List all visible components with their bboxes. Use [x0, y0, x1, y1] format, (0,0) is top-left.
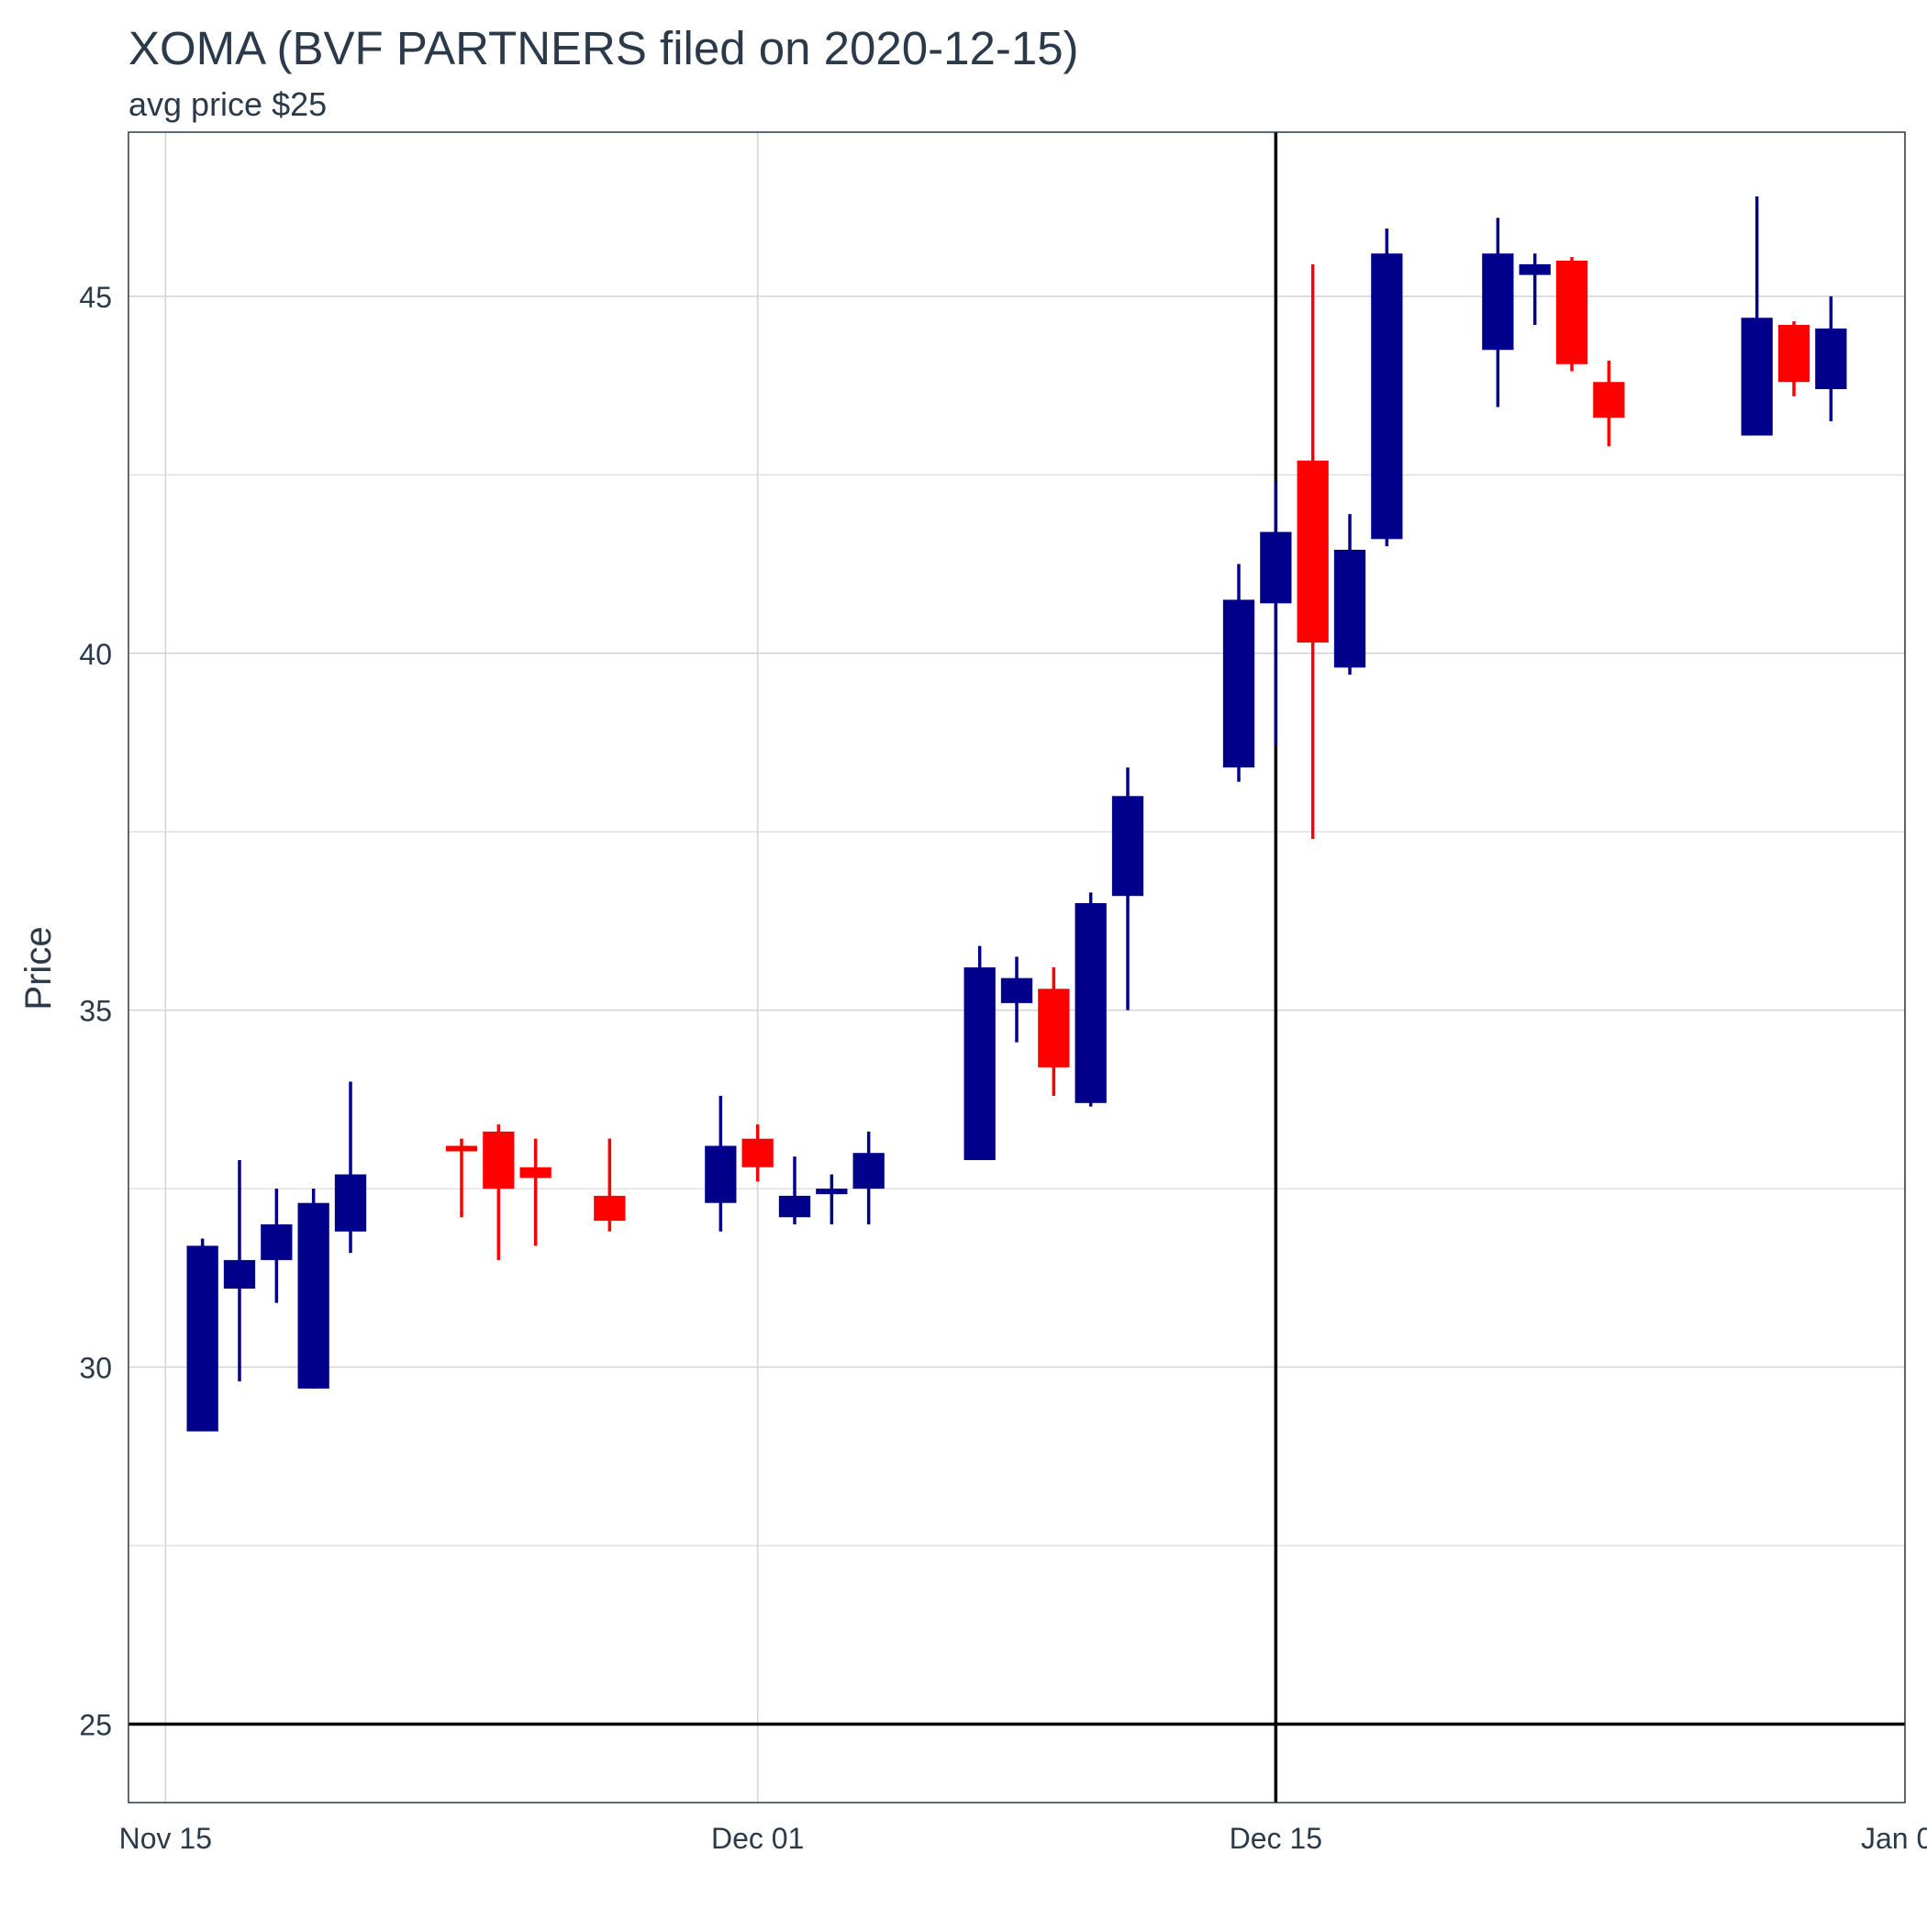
- x-tick-label: Nov 15: [119, 1822, 212, 1855]
- candle-2020-12-24: [1593, 360, 1625, 447]
- candle-2020-12-08: [1000, 956, 1033, 1043]
- candle-2020-12-09: [1038, 967, 1070, 1096]
- candle-2020-12-18: [1371, 229, 1403, 547]
- candle-2020-12-10: [1075, 892, 1107, 1107]
- candle-2020-12-03: [816, 1174, 848, 1224]
- candle-2020-12-04: [852, 1131, 885, 1224]
- y-tick-label: 35: [79, 995, 112, 1028]
- candlestick-series: [186, 196, 1847, 1432]
- candle-body: [1222, 599, 1255, 768]
- candle-body: [483, 1131, 515, 1189]
- candle-body: [778, 1195, 811, 1218]
- candle-body: [186, 1245, 218, 1432]
- candle-2020-11-23: [445, 1138, 478, 1218]
- candle-body: [1000, 977, 1033, 1003]
- candle-2020-12-02: [778, 1156, 811, 1224]
- candle-body: [1038, 988, 1070, 1067]
- x-tick-label: Dec 15: [1230, 1822, 1322, 1855]
- candle-2020-12-17: [1333, 514, 1366, 676]
- candle-body: [334, 1174, 367, 1232]
- candle-2020-11-24: [483, 1124, 515, 1260]
- candle-body: [1482, 253, 1514, 351]
- candle-body: [1741, 318, 1773, 436]
- plot-border: [128, 131, 1906, 1804]
- candle-body: [1111, 796, 1144, 897]
- candle-2020-11-18: [261, 1189, 293, 1303]
- candle-body: [1297, 460, 1329, 643]
- candle-body: [1777, 325, 1810, 383]
- candle-body: [223, 1259, 256, 1289]
- y-tick-label: 25: [79, 1708, 112, 1741]
- candle-2020-11-30: [705, 1096, 737, 1232]
- candle-body: [1519, 263, 1551, 275]
- candle-body: [261, 1224, 293, 1260]
- candle-body: [741, 1138, 774, 1167]
- y-axis-label: Price: [18, 926, 59, 1010]
- candle-2020-12-30: [1815, 296, 1847, 421]
- candle-body: [816, 1189, 848, 1195]
- chart-subtitle: avg price $25: [128, 85, 327, 123]
- candle-body: [1371, 253, 1403, 540]
- y-tick-label: 30: [79, 1352, 112, 1385]
- chart-title: XOMA (BVF PARTNERS filed on 2020-12-15): [128, 22, 1079, 74]
- candle-2020-12-28: [1741, 196, 1773, 436]
- candle-2020-11-19: [297, 1189, 329, 1389]
- candle-body: [964, 967, 996, 1160]
- candle-body: [852, 1153, 885, 1189]
- x-tick-labels: Nov 15 Dec 01 Dec 15 Jan 01: [119, 1822, 1927, 1855]
- reference-lines: [128, 132, 1905, 1803]
- candle-body: [594, 1195, 626, 1222]
- candle-body: [1555, 261, 1588, 364]
- candle-2020-12-22: [1519, 253, 1551, 325]
- candle-2020-11-16: [186, 1238, 218, 1432]
- candle-body: [1815, 328, 1847, 389]
- candle-2020-12-16: [1297, 263, 1329, 839]
- candle-body: [1333, 550, 1366, 668]
- candle-body: [445, 1145, 478, 1152]
- candle-2020-12-23: [1555, 257, 1588, 372]
- candle-2020-11-27: [594, 1138, 626, 1232]
- candle-body: [297, 1202, 329, 1389]
- candle-2020-12-29: [1777, 321, 1810, 396]
- candle-2020-11-17: [223, 1160, 256, 1382]
- candle-body: [519, 1167, 551, 1178]
- candle-2020-11-20: [334, 1081, 367, 1254]
- candle-body: [1593, 382, 1625, 419]
- y-tick-label: 45: [79, 281, 112, 314]
- candle-2020-12-15: [1260, 482, 1292, 746]
- candle-2020-12-21: [1482, 218, 1514, 408]
- candle-2020-12-07: [964, 945, 996, 1160]
- candle-2020-12-01: [741, 1124, 774, 1182]
- candle-body: [705, 1145, 737, 1203]
- x-tick-label: Jan 01: [1861, 1822, 1927, 1855]
- candle-body: [1075, 903, 1107, 1103]
- candle-2020-12-11: [1111, 767, 1144, 1011]
- candle-body: [1260, 531, 1292, 604]
- y-tick-labels: 25 30 35 40 45: [79, 281, 112, 1742]
- y-tick-label: 40: [79, 638, 112, 671]
- candle-2020-11-25: [519, 1138, 551, 1246]
- x-tick-label: Dec 01: [711, 1822, 804, 1855]
- candle-2020-12-14: [1222, 564, 1255, 782]
